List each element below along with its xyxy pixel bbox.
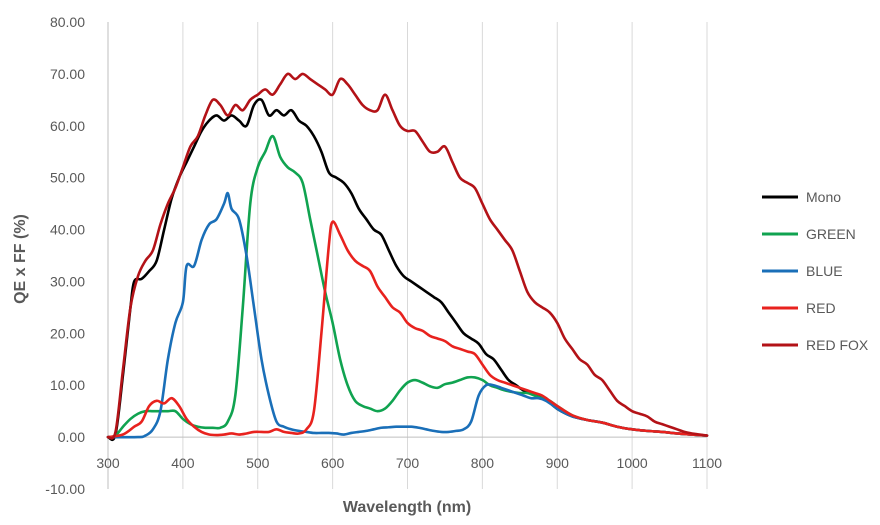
y-tick-label: 10.00 bbox=[50, 377, 85, 393]
y-tick-label: 50.00 bbox=[50, 170, 85, 186]
y-tick-label: -10.00 bbox=[45, 481, 85, 497]
series-line-blue bbox=[106, 191, 709, 439]
legend: Mono GREEN BLUE RED RED FOX bbox=[762, 189, 869, 353]
legend-label-blue: BLUE bbox=[806, 263, 843, 279]
legend-label-red-fox: RED FOX bbox=[806, 337, 869, 353]
y-tick-label: 40.00 bbox=[50, 222, 85, 238]
x-tick-label: 300 bbox=[96, 455, 120, 471]
y-tick-label: 80.00 bbox=[50, 14, 85, 30]
x-tick-label: 500 bbox=[246, 455, 270, 471]
legend-label-red: RED bbox=[806, 300, 836, 316]
y-tick-label: 30.00 bbox=[50, 273, 85, 289]
series-line-red bbox=[106, 220, 709, 439]
series-lines bbox=[106, 72, 709, 442]
tick-labels: -10.00 0.00 10.00 20.00 30.00 40.00 50.00 60.00… bbox=[45, 14, 722, 497]
y-tick-label: 60.00 bbox=[50, 118, 85, 134]
y-tick-label: 20.00 bbox=[50, 325, 85, 341]
x-axis-title: Wavelength (nm) bbox=[343, 499, 471, 516]
axes bbox=[107, 22, 707, 489]
x-tick-label: 1000 bbox=[617, 455, 648, 471]
legend-label-mono: Mono bbox=[806, 189, 841, 205]
series-line-red-fox bbox=[106, 72, 709, 440]
y-tick-label: 0.00 bbox=[58, 429, 85, 445]
x-tick-label: 400 bbox=[171, 455, 195, 471]
x-tick-label: 1100 bbox=[692, 455, 722, 471]
y-axis-title: QE x FF (%) bbox=[12, 214, 29, 304]
x-tick-label: 900 bbox=[546, 455, 570, 471]
y-tick-label: 70.00 bbox=[50, 66, 85, 82]
legend-label-green: GREEN bbox=[806, 226, 856, 242]
x-tick-label: 600 bbox=[321, 455, 345, 471]
x-tick-label: 700 bbox=[396, 455, 420, 471]
x-tick-label: 800 bbox=[471, 455, 495, 471]
